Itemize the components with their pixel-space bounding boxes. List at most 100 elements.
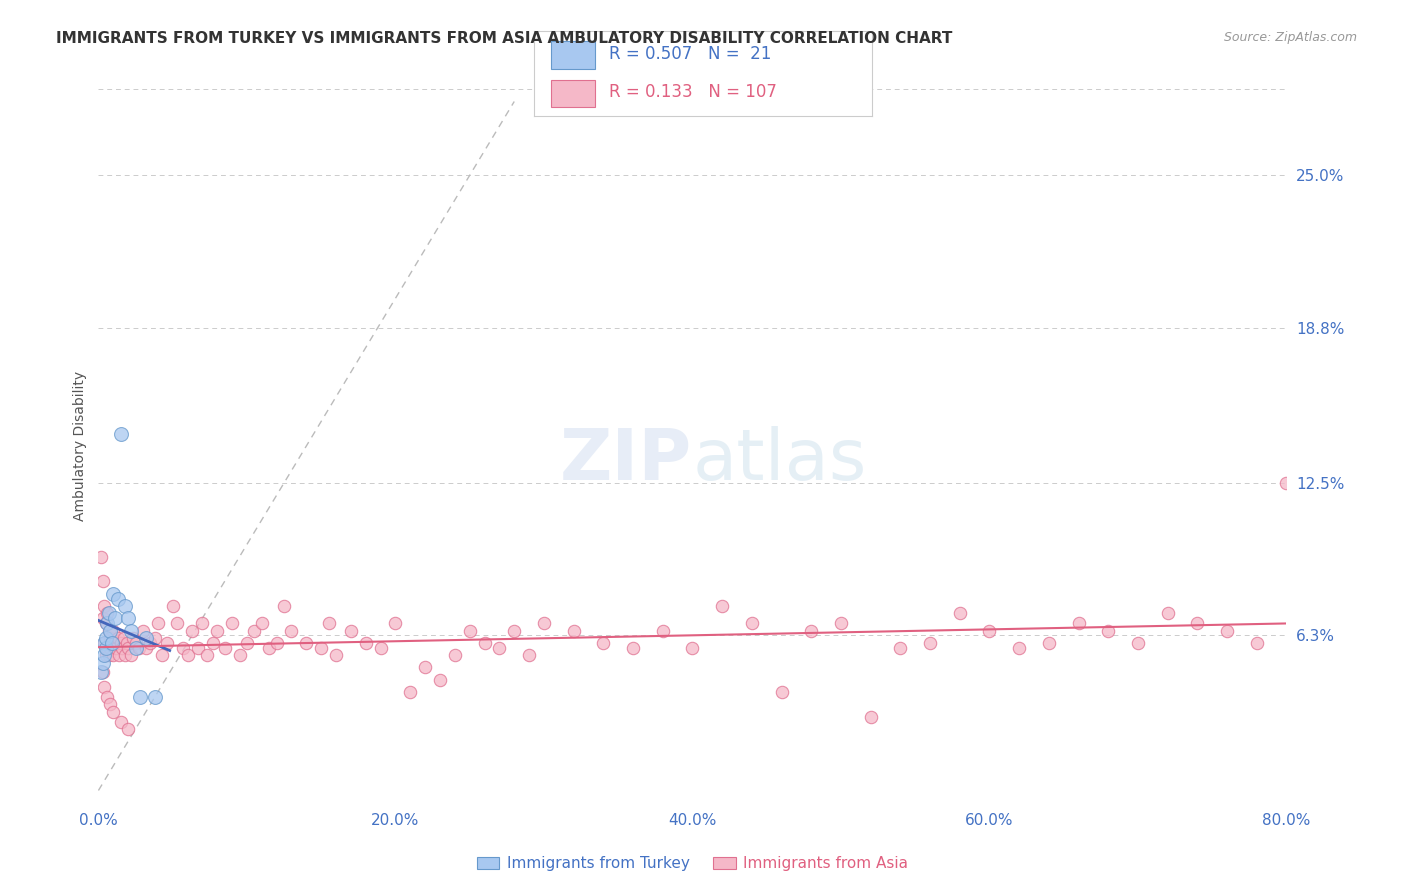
Y-axis label: Ambulatory Disability: Ambulatory Disability: [73, 371, 87, 521]
Point: [105, 640, 128, 655]
Point: [96, 690, 118, 704]
Point: [949, 607, 972, 621]
Point: [143, 631, 166, 645]
Point: [98, 624, 121, 638]
Point: [94, 631, 117, 645]
Point: [104, 636, 127, 650]
Bar: [551, 40, 595, 69]
Point: [93, 680, 115, 694]
Point: [273, 599, 295, 613]
Point: [429, 673, 451, 687]
Point: [96, 640, 118, 655]
Point: [384, 616, 406, 631]
Point: [111, 640, 134, 655]
Point: [162, 599, 184, 613]
Point: [859, 709, 882, 723]
Point: [117, 722, 139, 736]
Point: [150, 648, 173, 662]
Point: [443, 648, 465, 662]
Point: [1216, 624, 1239, 638]
Text: IMMIGRANTS FROM TURKEY VS IMMIGRANTS FROM ASIA AMBULATORY DISABILITY CORRELATION: IMMIGRANTS FROM TURKEY VS IMMIGRANTS FRO…: [56, 31, 953, 46]
Point: [121, 631, 143, 645]
Point: [97, 624, 120, 638]
Point: [94, 640, 117, 655]
Point: [94, 648, 117, 662]
Point: [120, 648, 142, 662]
Point: [1008, 640, 1031, 655]
Legend: Immigrants from Turkey, Immigrants from Asia: Immigrants from Turkey, Immigrants from …: [471, 850, 914, 877]
Bar: [551, 79, 595, 108]
Point: [90, 549, 112, 564]
Point: [115, 636, 138, 650]
Point: [166, 616, 188, 631]
Point: [399, 685, 422, 699]
Point: [195, 648, 218, 662]
Point: [1067, 616, 1090, 631]
Point: [207, 624, 229, 638]
Point: [562, 624, 585, 638]
Point: [711, 599, 734, 613]
Point: [1275, 475, 1298, 490]
Point: [93, 599, 115, 613]
Point: [889, 640, 911, 655]
Point: [191, 616, 214, 631]
Point: [1038, 636, 1060, 650]
Point: [135, 640, 157, 655]
Point: [228, 648, 250, 662]
Point: [117, 640, 139, 655]
Point: [770, 685, 793, 699]
Point: [488, 640, 510, 655]
Point: [741, 616, 763, 631]
Point: [1187, 616, 1209, 631]
Point: [458, 624, 481, 638]
Point: [91, 611, 114, 625]
Point: [97, 607, 120, 621]
Point: [295, 636, 318, 650]
Point: [354, 636, 377, 650]
Point: [96, 607, 118, 621]
Text: R = 0.133   N = 107: R = 0.133 N = 107: [609, 83, 776, 101]
Point: [124, 636, 146, 650]
Text: atlas: atlas: [693, 425, 868, 495]
Point: [93, 636, 115, 650]
Point: [110, 426, 132, 441]
Point: [103, 648, 125, 662]
Text: ZIP: ZIP: [560, 425, 693, 495]
Point: [474, 636, 496, 650]
Point: [830, 616, 852, 631]
Point: [91, 656, 114, 670]
Point: [98, 698, 121, 712]
Point: [120, 624, 142, 638]
Point: [503, 624, 526, 638]
Point: [135, 631, 157, 645]
Point: [187, 640, 209, 655]
Point: [93, 636, 115, 650]
Point: [1097, 624, 1119, 638]
Point: [621, 640, 644, 655]
Point: [325, 648, 347, 662]
Point: [101, 636, 124, 650]
Point: [146, 616, 169, 631]
Point: [91, 574, 114, 589]
Point: [309, 640, 332, 655]
Point: [103, 624, 125, 638]
Point: [110, 714, 132, 729]
Point: [250, 616, 273, 631]
Point: [592, 636, 614, 650]
Point: [96, 616, 118, 631]
Point: [128, 640, 150, 655]
Point: [108, 648, 131, 662]
Point: [110, 636, 132, 650]
Point: [682, 640, 704, 655]
Text: Source: ZipAtlas.com: Source: ZipAtlas.com: [1223, 31, 1357, 45]
Point: [129, 690, 152, 704]
Point: [90, 665, 112, 680]
Point: [340, 624, 363, 638]
Point: [91, 665, 114, 680]
Point: [370, 640, 392, 655]
Point: [221, 616, 243, 631]
Point: [651, 624, 673, 638]
Point: [97, 648, 120, 662]
Point: [124, 640, 146, 655]
Point: [101, 636, 124, 650]
